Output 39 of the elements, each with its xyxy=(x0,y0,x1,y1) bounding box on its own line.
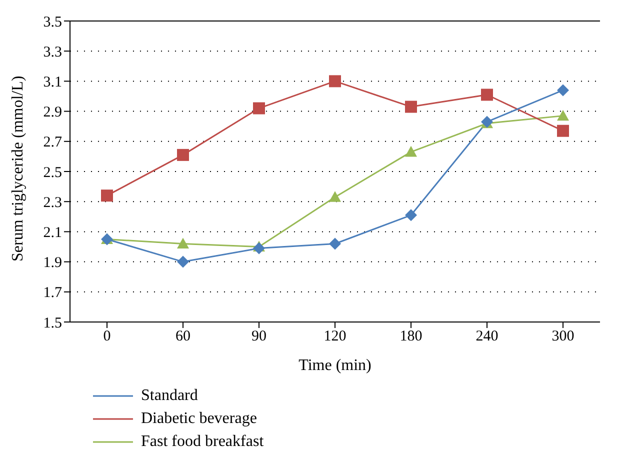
y-tick-label: 1.5 xyxy=(43,315,62,332)
y-tick-label: 1.7 xyxy=(43,285,62,302)
point xyxy=(405,209,417,222)
y-tick-label: 1.9 xyxy=(43,255,62,272)
x-tick-label: 0 xyxy=(103,328,111,345)
y-tick-label: 3.1 xyxy=(43,74,62,91)
y-tick-label: 3.3 xyxy=(43,44,62,60)
point xyxy=(101,190,113,202)
legend-label: Fast food breakfast xyxy=(141,432,264,452)
point xyxy=(177,148,189,161)
point xyxy=(329,191,341,202)
x-tick-label: 180 xyxy=(400,328,422,345)
point xyxy=(481,88,493,101)
x-tick-label: 240 xyxy=(476,328,498,345)
point xyxy=(329,238,341,250)
legend-label: Standard xyxy=(141,386,198,406)
point xyxy=(405,100,417,113)
x-tick-label: 90 xyxy=(252,328,266,345)
point xyxy=(177,238,189,249)
point xyxy=(329,75,341,88)
point xyxy=(557,110,569,121)
y-tick-label: 2.9 xyxy=(43,104,62,121)
point xyxy=(557,84,569,96)
y-tick-label: 3.5 xyxy=(43,14,62,30)
x-tick-label: 120 xyxy=(324,328,346,345)
point xyxy=(405,146,417,157)
point xyxy=(177,256,189,268)
x-tick-label: 300 xyxy=(552,328,574,345)
legend-label: Diabetic beverage xyxy=(141,409,257,429)
point xyxy=(253,102,265,114)
x-axis-title: Time (min) xyxy=(298,357,372,374)
point xyxy=(557,124,569,137)
y-tick-label: 2.1 xyxy=(43,225,62,242)
y-tick-label: 2.5 xyxy=(43,164,62,181)
x-tick-label: 60 xyxy=(176,328,190,345)
point xyxy=(253,242,265,254)
y-axis-title: Serum triglyceride (mmol/L) xyxy=(10,76,27,262)
y-tick-label: 2.7 xyxy=(43,134,62,151)
y-tick-label: 2.3 xyxy=(43,194,62,211)
